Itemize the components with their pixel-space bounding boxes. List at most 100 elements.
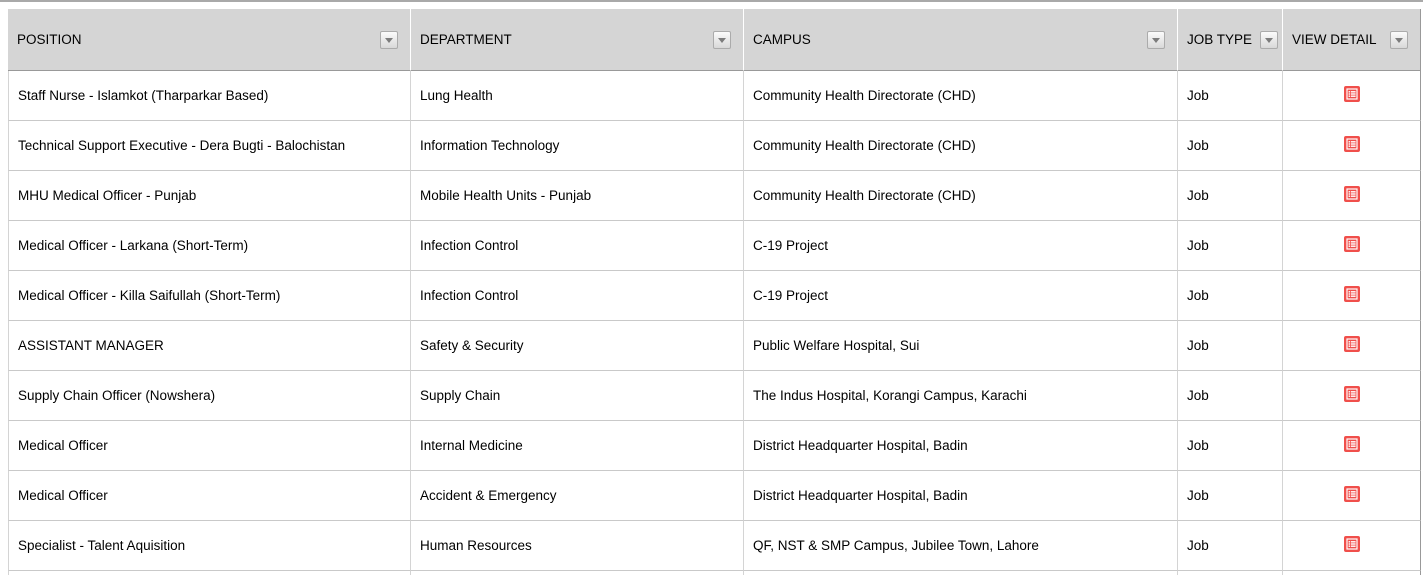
table-row: Medical Officer - Killa Saifullah (Short… <box>8 271 1421 321</box>
list-icon <box>1344 136 1360 152</box>
cell-position: Medical Officer <box>8 421 411 471</box>
view-detail-button[interactable] <box>1344 336 1360 352</box>
column-header-position[interactable]: POSITION <box>8 9 411 71</box>
cell-job-type: Job <box>1178 221 1283 271</box>
list-icon <box>1344 536 1360 552</box>
table-row: Medical Officer - Larkana (Short-Term) I… <box>8 221 1421 271</box>
table-row: Staff Nurse - Islamkot (Tharparkar Based… <box>8 71 1421 121</box>
chevron-down-icon <box>1395 37 1403 43</box>
cell-position: Specialist - Talent Aquisition <box>8 521 411 571</box>
list-icon <box>1344 86 1360 102</box>
list-icon <box>1344 486 1360 502</box>
column-header-department[interactable]: DEPARTMENT <box>411 9 744 71</box>
cell-campus: The Indus Hospital, Korangi Campus, Kara… <box>744 371 1178 421</box>
column-header-campus[interactable]: CAMPUS <box>744 9 1178 71</box>
cell-campus: C-19 Project <box>744 221 1178 271</box>
partial-cell <box>1178 571 1283 575</box>
cell-job-type: Job <box>1178 71 1283 121</box>
cell-view-detail <box>1283 371 1421 421</box>
cell-position: Medical Officer - Killa Saifullah (Short… <box>8 271 411 321</box>
column-header-view-detail[interactable]: VIEW DETAIL <box>1283 9 1421 71</box>
cell-job-type: Job <box>1178 321 1283 371</box>
cell-campus: C-19 Project <box>744 271 1178 321</box>
column-label-job-type: JOB TYPE <box>1187 32 1253 47</box>
view-detail-button[interactable] <box>1344 136 1360 152</box>
filter-dropdown-button-view-detail[interactable] <box>1390 30 1408 49</box>
view-detail-button[interactable] <box>1344 436 1360 452</box>
cell-department: Infection Control <box>411 221 744 271</box>
view-detail-button[interactable] <box>1344 286 1360 302</box>
cell-position: Supply Chain Officer (Nowshera) <box>8 371 411 421</box>
partial-cell <box>744 571 1178 575</box>
cell-department: Internal Medicine <box>411 421 744 471</box>
cell-job-type: Job <box>1178 471 1283 521</box>
header-row: POSITION DEPARTMENT CAMPUS <box>8 9 1421 71</box>
cell-campus: QF, NST & SMP Campus, Jubilee Town, Laho… <box>744 521 1178 571</box>
chevron-down-icon <box>1265 37 1274 43</box>
cell-campus: District Headquarter Hospital, Badin <box>744 471 1178 521</box>
chevron-down-icon <box>385 37 393 43</box>
cell-position: ASSISTANT MANAGER <box>8 321 411 371</box>
cell-campus: Community Health Directorate (CHD) <box>744 71 1178 121</box>
filter-dropdown-button-campus[interactable] <box>1147 30 1165 49</box>
table-row: Supply Chain Officer (Nowshera) Supply C… <box>8 371 1421 421</box>
column-label-position: POSITION <box>17 32 82 47</box>
table-row: Technical Support Executive - Dera Bugti… <box>8 121 1421 171</box>
view-detail-button[interactable] <box>1344 486 1360 502</box>
view-detail-button[interactable] <box>1344 536 1360 552</box>
cell-view-detail <box>1283 321 1421 371</box>
column-label-department: DEPARTMENT <box>420 32 512 47</box>
cell-position: Technical Support Executive - Dera Bugti… <box>8 121 411 171</box>
filter-dropdown-button-position[interactable] <box>380 30 398 49</box>
cell-view-detail <box>1283 221 1421 271</box>
cell-department: Supply Chain <box>411 371 744 421</box>
view-detail-button[interactable] <box>1344 86 1360 102</box>
top-border-line <box>0 0 1423 2</box>
cell-job-type: Job <box>1178 421 1283 471</box>
view-detail-button[interactable] <box>1344 236 1360 252</box>
table-row: ASSISTANT MANAGER Safety & Security Publ… <box>8 321 1421 371</box>
view-detail-button[interactable] <box>1344 386 1360 402</box>
column-label-campus: CAMPUS <box>753 32 811 47</box>
cell-department: Lung Health <box>411 71 744 121</box>
cell-department: Accident & Emergency <box>411 471 744 521</box>
cell-position: MHU Medical Officer - Punjab <box>8 171 411 221</box>
list-icon <box>1344 286 1360 302</box>
jobs-table: POSITION DEPARTMENT CAMPUS <box>8 9 1421 575</box>
partial-row <box>8 571 1421 575</box>
cell-view-detail <box>1283 521 1421 571</box>
cell-campus: District Headquarter Hospital, Badin <box>744 421 1178 471</box>
chevron-down-icon <box>1152 37 1160 43</box>
cell-view-detail <box>1283 121 1421 171</box>
list-icon <box>1344 336 1360 352</box>
cell-job-type: Job <box>1178 521 1283 571</box>
cell-position: Medical Officer - Larkana (Short-Term) <box>8 221 411 271</box>
table-row: Specialist - Talent Aquisition Human Res… <box>8 521 1421 571</box>
cell-view-detail <box>1283 471 1421 521</box>
jobs-table-container: POSITION DEPARTMENT CAMPUS <box>8 9 1421 575</box>
cell-view-detail <box>1283 271 1421 321</box>
table-body: Staff Nurse - Islamkot (Tharparkar Based… <box>8 71 1421 575</box>
column-label-view-detail: VIEW DETAIL <box>1292 32 1377 47</box>
cell-view-detail <box>1283 71 1421 121</box>
view-detail-button[interactable] <box>1344 186 1360 202</box>
cell-position: Medical Officer <box>8 471 411 521</box>
table-row: MHU Medical Officer - Punjab Mobile Heal… <box>8 171 1421 221</box>
cell-view-detail <box>1283 421 1421 471</box>
partial-cell <box>411 571 744 575</box>
cell-department: Infection Control <box>411 271 744 321</box>
list-icon <box>1344 236 1360 252</box>
column-header-job-type[interactable]: JOB TYPE <box>1178 9 1283 71</box>
filter-dropdown-button-department[interactable] <box>713 30 731 49</box>
partial-cell <box>8 571 411 575</box>
cell-view-detail <box>1283 171 1421 221</box>
cell-campus: Community Health Directorate (CHD) <box>744 121 1178 171</box>
cell-department: Mobile Health Units - Punjab <box>411 171 744 221</box>
cell-department: Human Resources <box>411 521 744 571</box>
cell-department: Information Technology <box>411 121 744 171</box>
partial-cell <box>1283 571 1421 575</box>
filter-dropdown-button-job-type[interactable] <box>1260 30 1279 49</box>
cell-department: Safety & Security <box>411 321 744 371</box>
cell-job-type: Job <box>1178 121 1283 171</box>
list-icon <box>1344 386 1360 402</box>
